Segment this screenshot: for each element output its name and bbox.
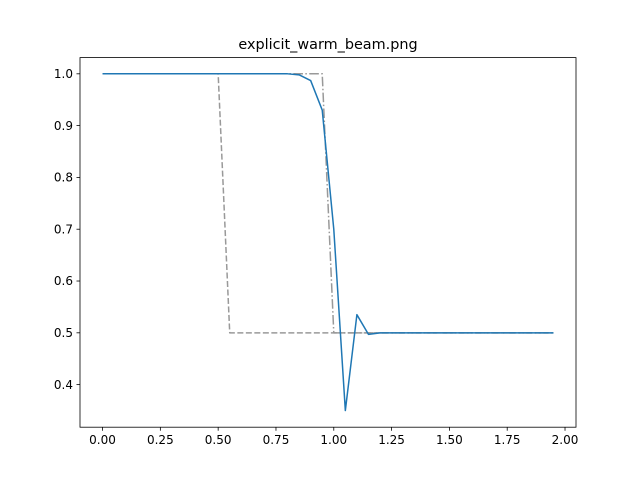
y-tick-label: 0.5 bbox=[54, 326, 73, 340]
plot-frame bbox=[79, 57, 577, 428]
y-tick-label: 0.6 bbox=[54, 274, 73, 288]
x-tick-label: 0.50 bbox=[205, 433, 232, 447]
x-tick-label: 0.75 bbox=[263, 433, 290, 447]
x-tick-label: 2.00 bbox=[552, 433, 579, 447]
y-tick-label: 1.0 bbox=[54, 67, 73, 81]
x-tick-label: 1.75 bbox=[494, 433, 521, 447]
solution-line bbox=[102, 73, 554, 412]
y-tick-label: 0.7 bbox=[54, 222, 73, 236]
ticks-layer: 0.00 0.25 0.50 0.75 1.00 1.25 1.50 1.75 2.00 0.4 0… bbox=[54, 67, 578, 447]
chart-title: explicit_warm_beam.png bbox=[238, 37, 417, 53]
x-tick-label: 0.25 bbox=[147, 433, 174, 447]
x-tick-label: 0.00 bbox=[89, 433, 116, 447]
x-tick-label: 1.00 bbox=[320, 433, 347, 447]
y-tick-label: 0.9 bbox=[54, 119, 73, 133]
series-layer bbox=[102, 73, 554, 412]
y-tick-label: 0.8 bbox=[54, 171, 73, 185]
x-tick-label: 1.50 bbox=[436, 433, 463, 447]
y-tick-label: 0.4 bbox=[54, 378, 73, 392]
x-tick-label: 1.25 bbox=[378, 433, 405, 447]
